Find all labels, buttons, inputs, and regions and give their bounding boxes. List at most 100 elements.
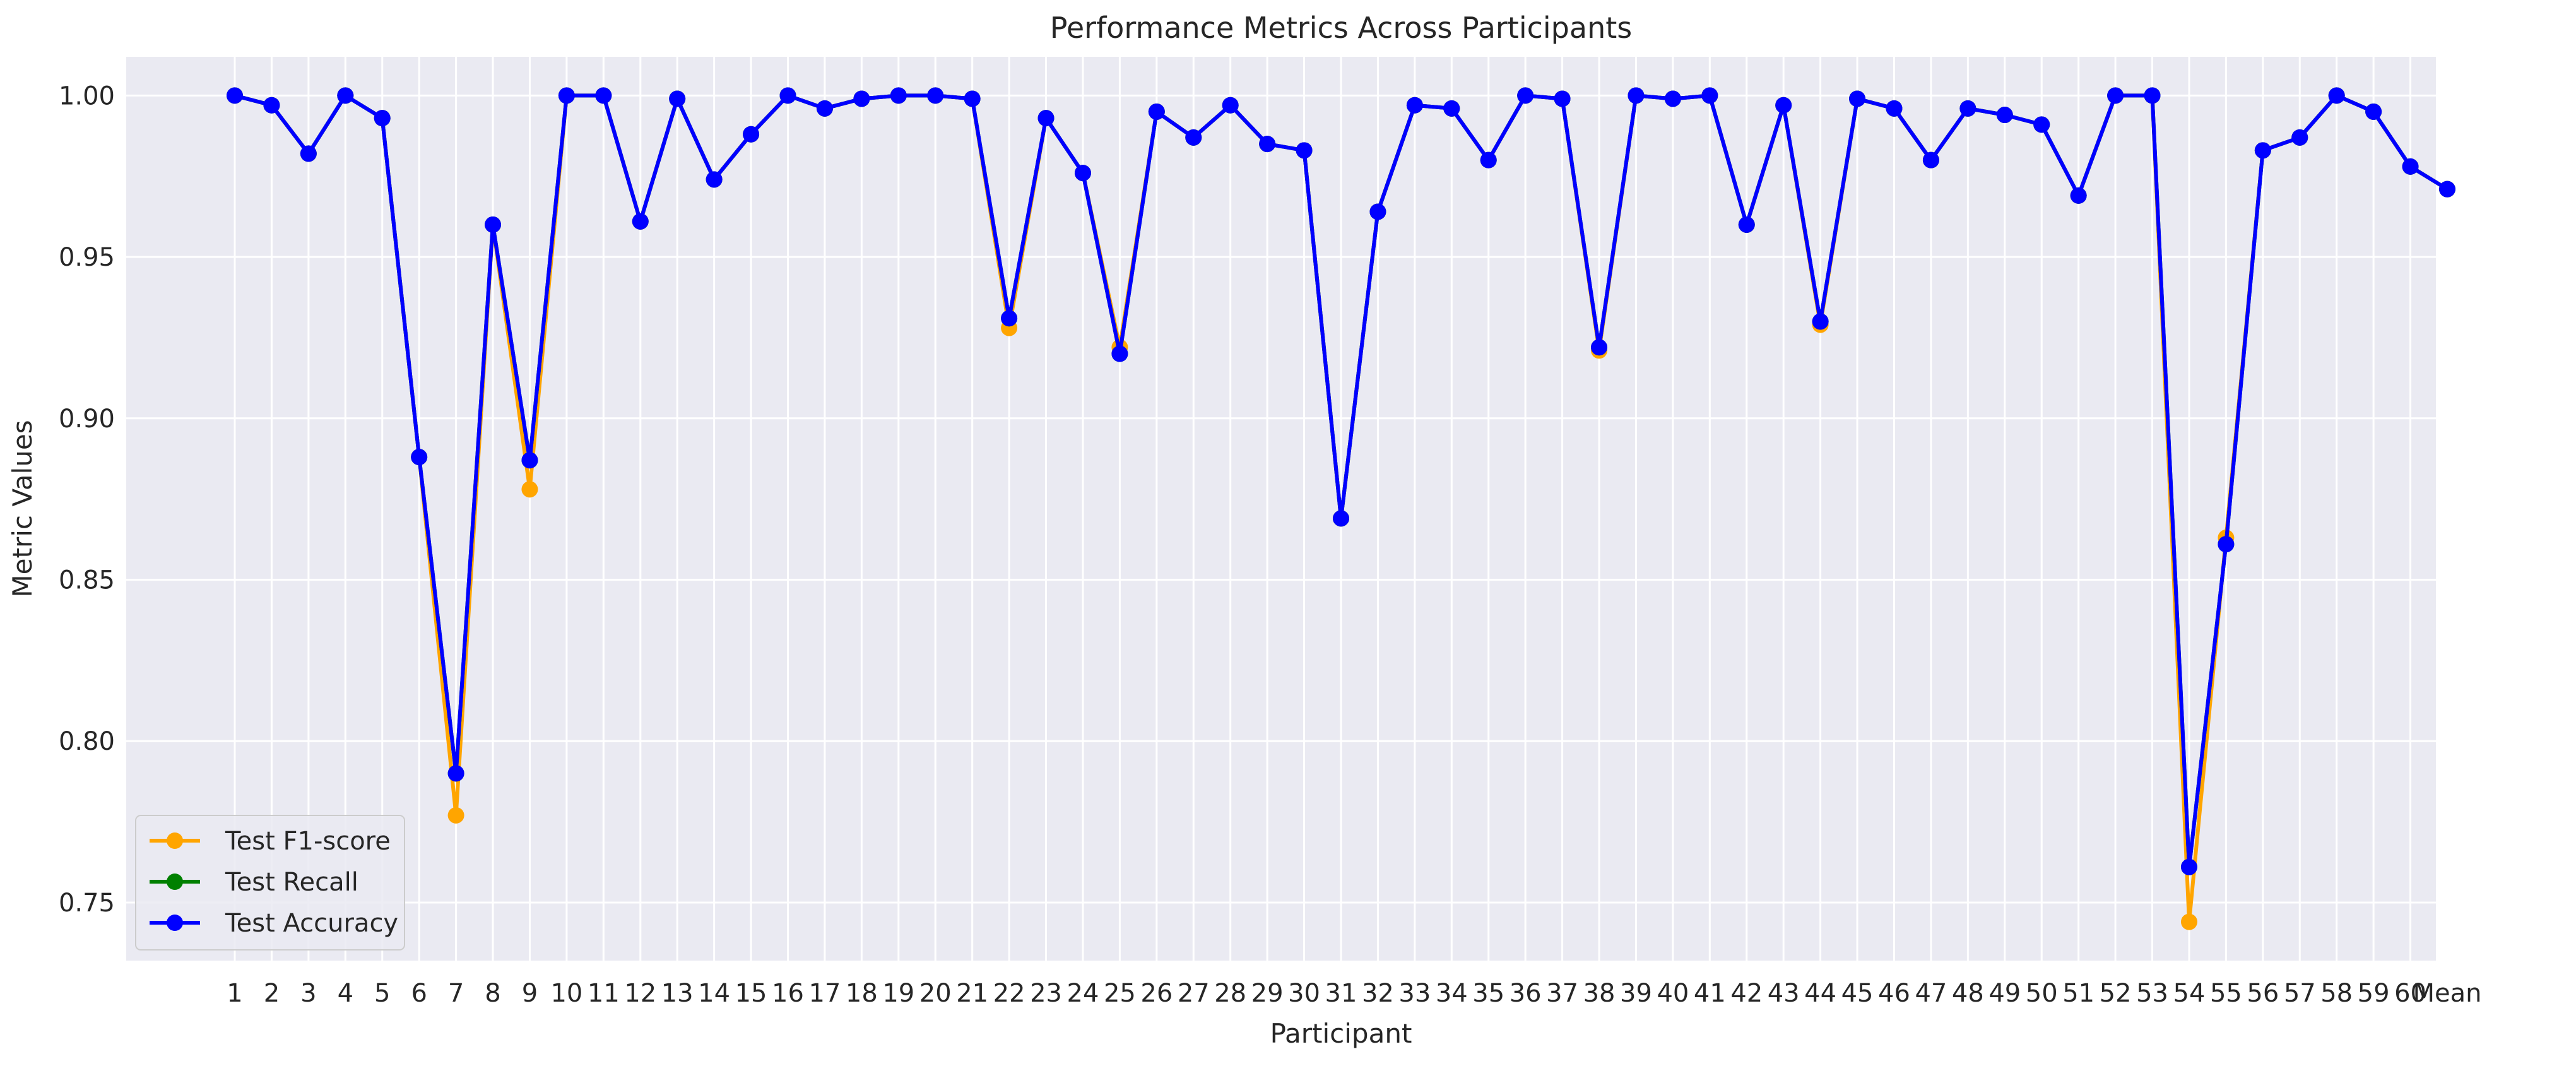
x-tick-label: 1 [227, 979, 242, 1008]
x-tick-label: 17 [808, 979, 841, 1008]
data-point [2107, 87, 2124, 104]
x-tick-label: 31 [1325, 979, 1357, 1008]
data-point [1480, 151, 1497, 169]
y-tick-label: 0.90 [59, 405, 115, 434]
data-point [1775, 97, 1792, 114]
data-point [743, 126, 760, 143]
data-point [669, 90, 686, 107]
x-tick-label: 50 [2026, 979, 2058, 1008]
x-tick-label: 21 [956, 979, 988, 1008]
x-tick-label: 54 [2173, 979, 2206, 1008]
legend-marker [167, 874, 183, 890]
y-tick-labels: 0.75 0.80 0.85 0.90 0.95 1.00 [59, 81, 115, 918]
x-tick-label: 8 [485, 979, 500, 1008]
x-tick-label: 18 [846, 979, 878, 1008]
x-tick-label: 44 [1804, 979, 1836, 1008]
legend-marker [167, 915, 183, 931]
data-point [853, 90, 870, 107]
x-tick-label: 38 [1583, 979, 1616, 1008]
data-point [1628, 87, 1645, 104]
legend-box [135, 815, 405, 951]
data-point [1517, 87, 1534, 104]
legend: Test F1-score Test Recall Test Accuracy [135, 815, 405, 951]
x-tick-label: 28 [1214, 979, 1246, 1008]
data-point [447, 765, 464, 782]
x-tick-label: 36 [1510, 979, 1542, 1008]
data-point [1222, 97, 1239, 114]
y-tick-label: 1.00 [59, 81, 115, 110]
data-point [1554, 90, 1571, 107]
plot-area [126, 57, 2436, 961]
x-tick-label: 43 [1768, 979, 1800, 1008]
x-tick-label: 41 [1694, 979, 1726, 1008]
data-point [1001, 310, 1018, 327]
x-tick-label: 39 [1620, 979, 1652, 1008]
series-test-accuracy [227, 87, 2455, 875]
grid-lines [126, 57, 2449, 961]
data-point [1406, 97, 1423, 114]
x-tick-label: 34 [1436, 979, 1468, 1008]
data-point [632, 213, 649, 230]
x-tick-label: 13 [661, 979, 694, 1008]
y-tick-label: 0.95 [59, 243, 115, 272]
data-point [1664, 90, 1681, 107]
x-tick-label: 49 [1988, 979, 2021, 1008]
x-tick-label: 24 [1067, 979, 1099, 1008]
x-tick-label: 27 [1178, 979, 1210, 1008]
x-tick-label: 15 [735, 979, 767, 1008]
data-point [1148, 103, 1165, 120]
data-point [1849, 90, 1866, 107]
data-point [2033, 116, 2050, 133]
data-point [2144, 87, 2161, 104]
x-tick-label: 48 [1952, 979, 1984, 1008]
x-tick-label: 19 [882, 979, 914, 1008]
data-point [411, 449, 428, 466]
x-tick-label: 6 [411, 979, 427, 1008]
data-point [890, 87, 907, 104]
data-point [447, 807, 464, 824]
x-tick-label: 45 [1841, 979, 1874, 1008]
data-point [595, 87, 612, 104]
data-point [964, 90, 981, 107]
data-point [1333, 510, 1349, 527]
x-tick-label: 3 [300, 979, 316, 1008]
x-tick-label: 7 [448, 979, 464, 1008]
data-point [2328, 87, 2345, 104]
data-point [2180, 913, 2197, 930]
data-point [1591, 339, 1608, 356]
data-point [1701, 87, 1718, 104]
x-tick-label: 60 [2394, 979, 2426, 1008]
x-tick-label: 51 [2062, 979, 2094, 1008]
data-point [1738, 216, 1755, 233]
data-point [1296, 142, 1313, 159]
data-point [927, 87, 944, 104]
data-point [1037, 110, 1055, 127]
data-point [2180, 858, 2197, 875]
data-point [227, 87, 243, 104]
x-tick-label: 9 [522, 979, 538, 1008]
legend-label: Test Accuracy [225, 909, 398, 938]
x-tick-label: 37 [1546, 979, 1578, 1008]
legend-label: Test F1-score [225, 827, 391, 856]
data-point [1443, 100, 1460, 117]
x-tick-label: Mean [2413, 979, 2482, 1008]
x-tick-label: 29 [1251, 979, 1284, 1008]
x-tick-label: 12 [624, 979, 656, 1008]
x-tick-label: 10 [550, 979, 582, 1008]
x-tick-label: 30 [1288, 979, 1320, 1008]
data-point [2254, 142, 2271, 159]
data-point [2439, 181, 2455, 198]
x-tick-label: 53 [2136, 979, 2168, 1008]
data-point [2365, 103, 2382, 120]
x-tick-label: 16 [772, 979, 804, 1008]
x-tick-label: 55 [2210, 979, 2242, 1008]
x-tick-label: 23 [1030, 979, 1062, 1008]
legend-marker [167, 832, 183, 849]
x-tick-label: 46 [1878, 979, 1910, 1008]
data-point [779, 87, 796, 104]
x-tick-label: 42 [1730, 979, 1763, 1008]
data-point [706, 171, 723, 188]
data-point [1996, 107, 2013, 124]
